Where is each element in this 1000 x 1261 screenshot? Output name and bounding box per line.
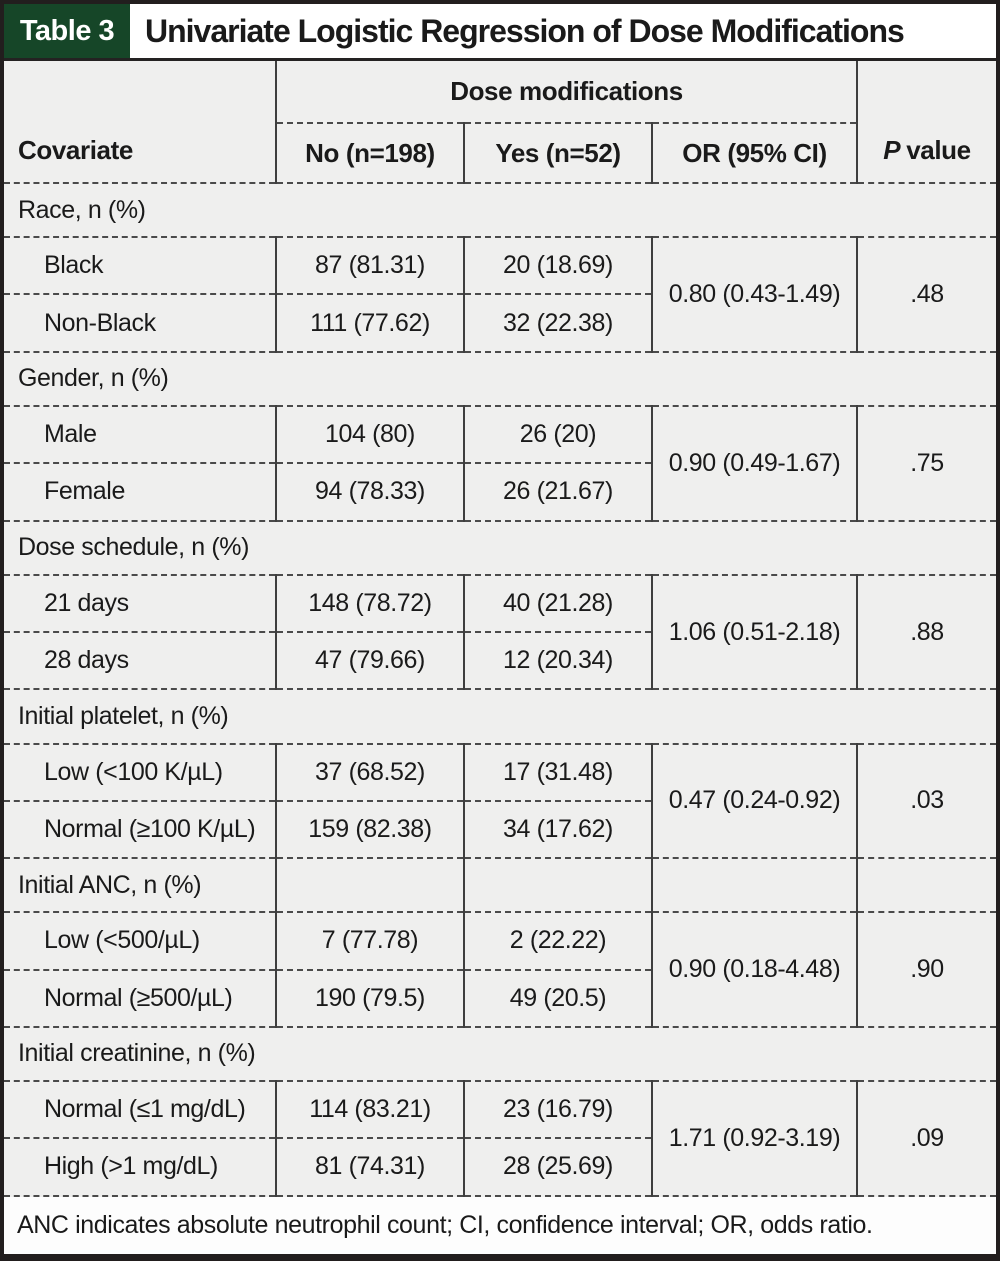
cell-yes: 20 (18.69) [463, 236, 652, 295]
table-row: Low (<100 K/µL) 37 (68.52) 17 (31.48) 0.… [4, 742, 996, 859]
cell-no: 87 (81.31) [275, 236, 464, 295]
table-row: High (>1 mg/dL) 81 (74.31) 28 (25.69) [4, 1137, 996, 1196]
table-title: Univariate Logistic Regression of Dose M… [145, 12, 905, 49]
footnote-row: ANC indicates absolute neutrophil count;… [4, 1194, 996, 1254]
row-label: 21 days [4, 573, 276, 633]
cell-no: 148 (78.72) [275, 573, 464, 633]
cell-yes: 26 (20) [463, 404, 652, 464]
cell-no: 94 (78.33) [275, 462, 464, 521]
empty-cell [650, 857, 858, 913]
row-label: Female [4, 462, 276, 521]
row-label: 28 days [4, 631, 276, 690]
table-row: 21 days 148 (78.72) 40 (21.28) 1.06 (0.5… [4, 573, 996, 690]
table-row: Female 94 (78.33) 26 (21.67) [4, 462, 996, 521]
title-band: Table 3 Univariate Logistic Regression o… [4, 4, 996, 61]
cell-or: 0.90 (0.18-4.48) [650, 911, 858, 1027]
cell-yes: 2 (22.22) [463, 911, 652, 970]
cell-or: 1.06 (0.51-2.18) [650, 573, 858, 690]
group-header-row: Race, n (%) [4, 181, 996, 238]
column-header-covariate: Covariate [18, 135, 133, 165]
table-row: Normal (≥100 K/µL) 159 (82.38) 34 (17.62… [4, 799, 996, 859]
cell-yes: 17 (31.48) [463, 742, 652, 801]
table-row: 28 days 47 (79.66) 12 (20.34) [4, 631, 996, 690]
cell-or: 0.80 (0.43-1.49) [650, 236, 858, 352]
empty-cell [856, 857, 996, 913]
cell-no: 114 (83.21) [275, 1080, 464, 1139]
empty-cell [275, 857, 464, 913]
cell-no: 111 (77.62) [275, 293, 464, 352]
cell-yes: 40 (21.28) [463, 573, 652, 633]
cell-yes: 28 (25.69) [463, 1137, 652, 1196]
footnote: ANC indicates absolute neutrophil count;… [4, 1194, 996, 1254]
group-header-row: Initial ANC, n (%) [4, 857, 996, 913]
table-row: Non-Black 111 (77.62) 32 (22.38) [4, 293, 996, 352]
row-label: Black [4, 236, 276, 295]
row-label: Low (<100 K/µL) [4, 742, 276, 801]
group-header-row: Initial creatinine, n (%) [4, 1025, 996, 1082]
group-header-row: Gender, n (%) [4, 350, 996, 406]
row-label: Normal (≥500/µL) [4, 968, 276, 1027]
cell-yes: 49 (20.5) [463, 968, 652, 1027]
group-header-initial-anc: Initial ANC, n (%) [4, 857, 276, 913]
cell-no: 47 (79.66) [275, 631, 464, 690]
cell-yes: 26 (21.67) [463, 462, 652, 521]
header-row-sub: No (n=198) Yes (n=52) OR (95% CI) [4, 122, 996, 183]
table-row: Male 104 (80) 26 (20) 0.90 (0.49-1.67) .… [4, 404, 996, 521]
cell-p: .75 [856, 404, 996, 521]
group-header-race: Race, n (%) [4, 181, 996, 238]
cell-no: 190 (79.5) [275, 968, 464, 1027]
row-label: Normal (≥100 K/µL) [4, 799, 276, 859]
table-row: Normal (≤1 mg/dL) 114 (83.21) 23 (16.79)… [4, 1080, 996, 1196]
cell-no: 7 (77.78) [275, 911, 464, 970]
cell-or: 0.47 (0.24-0.92) [650, 742, 858, 859]
cell-no: 104 (80) [275, 404, 464, 464]
row-label: Male [4, 404, 276, 464]
group-header-dose-schedule: Dose schedule, n (%) [4, 519, 996, 575]
group-header-row: Initial platelet, n (%) [4, 688, 996, 744]
cell-yes: 12 (20.34) [463, 631, 652, 690]
row-label: Low (<500/µL) [4, 911, 276, 970]
group-header-initial-creatinine: Initial creatinine, n (%) [4, 1025, 996, 1082]
cell-yes: 32 (22.38) [463, 293, 652, 352]
row-label: High (>1 mg/dL) [4, 1137, 276, 1196]
cell-p: .90 [856, 911, 996, 1027]
p-value-rest: value [906, 135, 971, 165]
table-row: Normal (≥500/µL) 190 (79.5) 49 (20.5) [4, 968, 996, 1027]
cell-or: 1.71 (0.92-3.19) [650, 1080, 858, 1196]
cell-p: .09 [856, 1080, 996, 1196]
row-label: Normal (≤1 mg/dL) [4, 1080, 276, 1139]
table-number-tag: Table 3 [4, 4, 130, 58]
p-italic: P [883, 135, 901, 165]
column-header-no: No (n=198) [275, 122, 464, 183]
table-row: Black 87 (81.31) 20 (18.69) 0.80 (0.43-1… [4, 236, 996, 352]
row-label: Non-Black [4, 293, 276, 352]
cell-p: .03 [856, 742, 996, 859]
column-header-dose-modifications: Dose modifications [274, 61, 858, 123]
cell-no: 159 (82.38) [275, 799, 464, 859]
empty-cell [463, 857, 652, 913]
group-header-gender: Gender, n (%) [4, 350, 996, 406]
cell-no: 81 (74.31) [275, 1137, 464, 1196]
table-row: Low (<500/µL) 7 (77.78) 2 (22.22) 0.90 (… [4, 911, 996, 1027]
cell-no: 37 (68.52) [275, 742, 464, 801]
cell-p: .48 [856, 236, 996, 352]
cell-or: 0.90 (0.49-1.67) [650, 404, 858, 521]
group-header-initial-platelet: Initial platelet, n (%) [4, 688, 996, 744]
cell-yes: 34 (17.62) [463, 799, 652, 859]
cell-p: .88 [856, 573, 996, 690]
column-header-or: OR (95% CI) [650, 122, 858, 183]
group-header-row: Dose schedule, n (%) [4, 519, 996, 575]
cell-yes: 23 (16.79) [463, 1080, 652, 1139]
column-header-yes: Yes (n=52) [463, 122, 652, 183]
